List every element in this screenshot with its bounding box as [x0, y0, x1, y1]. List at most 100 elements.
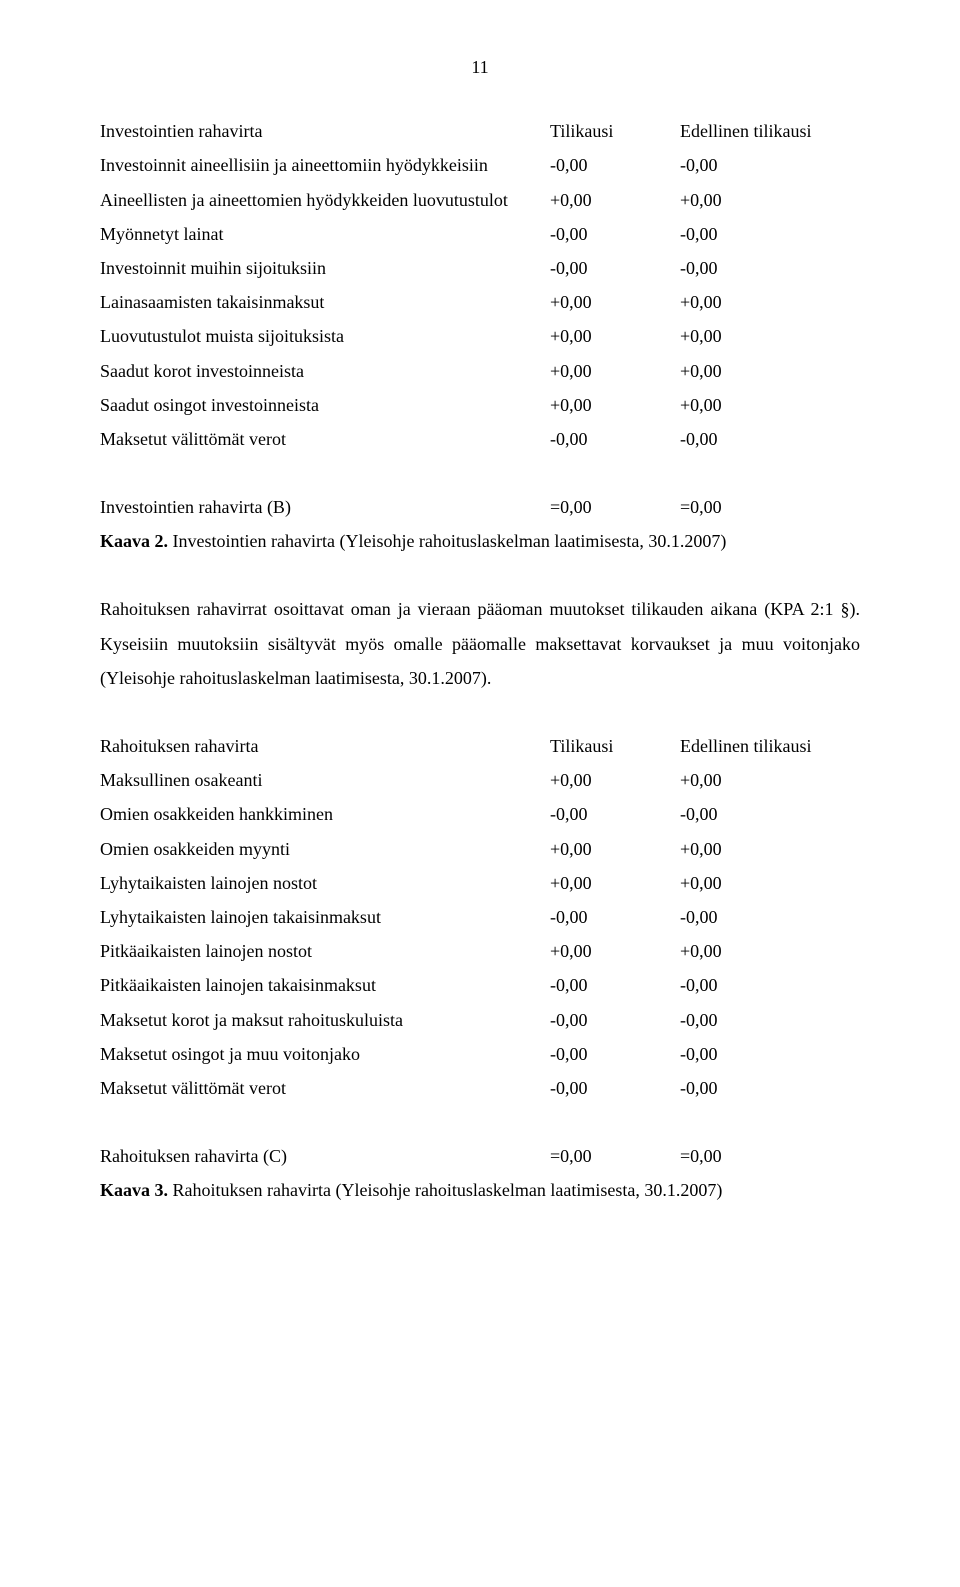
table-row: Maksetut välittömät verot-0,00-0,00 [100, 422, 860, 456]
header-label: Rahoituksen rahavirta [100, 729, 550, 763]
row-value-current: +0,00 [550, 866, 680, 900]
row-value-previous: -0,00 [680, 1003, 860, 1037]
kaava2-line: Kaava 2. Investointien rahavirta (Yleiso… [100, 524, 860, 558]
row-value-current: +0,00 [550, 285, 680, 319]
table2-result: Rahoituksen rahavirta (C) =0,00 =0,00 [100, 1139, 860, 1173]
row-value-current: +0,00 [550, 763, 680, 797]
row-value-previous: -0,00 [680, 422, 860, 456]
result-col3: =0,00 [680, 1139, 860, 1173]
row-value-current: -0,00 [550, 251, 680, 285]
table-header: Investointien rahavirta Tilikausi Edelli… [100, 114, 860, 148]
row-label: Omien osakkeiden myynti [100, 832, 550, 866]
row-value-current: -0,00 [550, 797, 680, 831]
header-col3: Edellinen tilikausi [680, 729, 860, 763]
result-col2: =0,00 [550, 490, 680, 524]
row-label: Myönnetyt lainat [100, 217, 550, 251]
row-value-current: -0,00 [550, 422, 680, 456]
row-label: Maksetut korot ja maksut rahoituskuluist… [100, 1003, 550, 1037]
row-value-previous: -0,00 [680, 217, 860, 251]
row-label: Maksullinen osakeanti [100, 763, 550, 797]
row-value-current: -0,00 [550, 217, 680, 251]
table-row: Maksullinen osakeanti+0,00+0,00 [100, 763, 860, 797]
row-label: Lainasaamisten takaisinmaksut [100, 285, 550, 319]
table-row: Investoinnit aineellisiin ja aineettomii… [100, 148, 860, 182]
row-label: Omien osakkeiden hankkiminen [100, 797, 550, 831]
row-value-current: +0,00 [550, 388, 680, 422]
table1-result: Investointien rahavirta (B) =0,00 =0,00 [100, 490, 860, 524]
table-row: Aineellisten ja aineettomien hyödykkeide… [100, 183, 860, 217]
row-value-current: +0,00 [550, 354, 680, 388]
row-value-previous: +0,00 [680, 354, 860, 388]
table-row: Maksetut osingot ja muu voitonjako-0,00-… [100, 1037, 860, 1071]
row-label: Lyhytaikaisten lainojen takaisinmaksut [100, 900, 550, 934]
row-label: Maksetut välittömät verot [100, 1071, 550, 1105]
row-label: Maksetut osingot ja muu voitonjako [100, 1037, 550, 1071]
row-value-previous: -0,00 [680, 1037, 860, 1071]
kaava2-text: Investointien rahavirta (Yleisohje rahoi… [168, 531, 726, 551]
row-value-previous: +0,00 [680, 934, 860, 968]
paragraph1: Rahoituksen rahavirrat osoittavat oman j… [100, 592, 860, 695]
row-label: Maksetut välittömät verot [100, 422, 550, 456]
row-value-previous: +0,00 [680, 388, 860, 422]
table-row: Omien osakkeiden hankkiminen-0,00-0,00 [100, 797, 860, 831]
table2-body: Maksullinen osakeanti+0,00+0,00Omien osa… [100, 763, 860, 1105]
table-row: Maksetut korot ja maksut rahoituskuluist… [100, 1003, 860, 1037]
table-row: Pitkäaikaisten lainojen nostot+0,00+0,00 [100, 934, 860, 968]
table-row: Lainasaamisten takaisinmaksut+0,00+0,00 [100, 285, 860, 319]
table-row: Pitkäaikaisten lainojen takaisinmaksut-0… [100, 968, 860, 1002]
row-value-current: -0,00 [550, 1003, 680, 1037]
row-value-previous: +0,00 [680, 319, 860, 353]
row-label: Saadut korot investoinneista [100, 354, 550, 388]
row-value-previous: +0,00 [680, 832, 860, 866]
result-label: Investointien rahavirta (B) [100, 490, 550, 524]
result-label: Rahoituksen rahavirta (C) [100, 1139, 550, 1173]
row-label: Pitkäaikaisten lainojen takaisinmaksut [100, 968, 550, 1002]
table-row: Lyhytaikaisten lainojen nostot+0,00+0,00 [100, 866, 860, 900]
row-value-current: -0,00 [550, 1037, 680, 1071]
table1-body: Investoinnit aineellisiin ja aineettomii… [100, 148, 860, 456]
row-value-previous: -0,00 [680, 1071, 860, 1105]
row-value-current: +0,00 [550, 319, 680, 353]
kaava3-line: Kaava 3. Rahoituksen rahavirta (Yleisohj… [100, 1173, 860, 1207]
row-value-previous: +0,00 [680, 763, 860, 797]
row-value-current: +0,00 [550, 183, 680, 217]
row-label: Aineellisten ja aineettomien hyödykkeide… [100, 183, 550, 217]
row-label: Pitkäaikaisten lainojen nostot [100, 934, 550, 968]
header-col2: Tilikausi [550, 729, 680, 763]
kaava2-bold: Kaava 2. [100, 531, 168, 551]
row-value-previous: +0,00 [680, 183, 860, 217]
row-value-previous: +0,00 [680, 285, 860, 319]
table-row: Luovutustulot muista sijoituksista+0,00+… [100, 319, 860, 353]
result-col3: =0,00 [680, 490, 860, 524]
row-label: Investoinnit muihin sijoituksiin [100, 251, 550, 285]
table-row: Saadut osingot investoinneista+0,00+0,00 [100, 388, 860, 422]
row-value-current: -0,00 [550, 900, 680, 934]
kaava3-bold: Kaava 3. [100, 1180, 168, 1200]
row-value-previous: -0,00 [680, 797, 860, 831]
row-value-previous: -0,00 [680, 900, 860, 934]
row-value-current: -0,00 [550, 968, 680, 1002]
row-label: Saadut osingot investoinneista [100, 388, 550, 422]
row-value-current: -0,00 [550, 1071, 680, 1105]
table-row: Investoinnit muihin sijoituksiin-0,00-0,… [100, 251, 860, 285]
table-row: Omien osakkeiden myynti+0,00+0,00 [100, 832, 860, 866]
kaava3-text: Rahoituksen rahavirta (Yleisohje rahoitu… [168, 1180, 722, 1200]
row-label: Luovutustulot muista sijoituksista [100, 319, 550, 353]
table2-header: Rahoituksen rahavirta Tilikausi Edelline… [100, 729, 860, 763]
table-row: Saadut korot investoinneista+0,00+0,00 [100, 354, 860, 388]
row-value-previous: -0,00 [680, 968, 860, 1002]
row-value-current: +0,00 [550, 832, 680, 866]
row-value-previous: +0,00 [680, 866, 860, 900]
row-value-current: -0,00 [550, 148, 680, 182]
row-value-previous: -0,00 [680, 148, 860, 182]
page-number: 11 [100, 50, 860, 84]
result-col2: =0,00 [550, 1139, 680, 1173]
table-row: Lyhytaikaisten lainojen takaisinmaksut-0… [100, 900, 860, 934]
row-label: Investoinnit aineellisiin ja aineettomii… [100, 148, 550, 182]
header-col2: Tilikausi [550, 114, 680, 148]
header-label: Investointien rahavirta [100, 114, 550, 148]
table-row: Maksetut välittömät verot-0,00-0,00 [100, 1071, 860, 1105]
header-col3: Edellinen tilikausi [680, 114, 860, 148]
row-value-previous: -0,00 [680, 251, 860, 285]
row-label: Lyhytaikaisten lainojen nostot [100, 866, 550, 900]
